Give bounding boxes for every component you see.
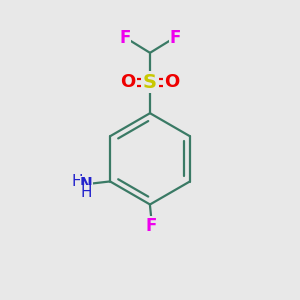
Text: S: S: [143, 73, 157, 92]
Text: O: O: [164, 73, 180, 91]
Text: H: H: [72, 174, 83, 189]
Text: F: F: [169, 29, 181, 47]
Text: F: F: [119, 29, 131, 47]
Text: F: F: [146, 217, 157, 235]
Text: O: O: [120, 73, 136, 91]
Text: H: H: [81, 185, 92, 200]
Text: N: N: [80, 176, 93, 191]
